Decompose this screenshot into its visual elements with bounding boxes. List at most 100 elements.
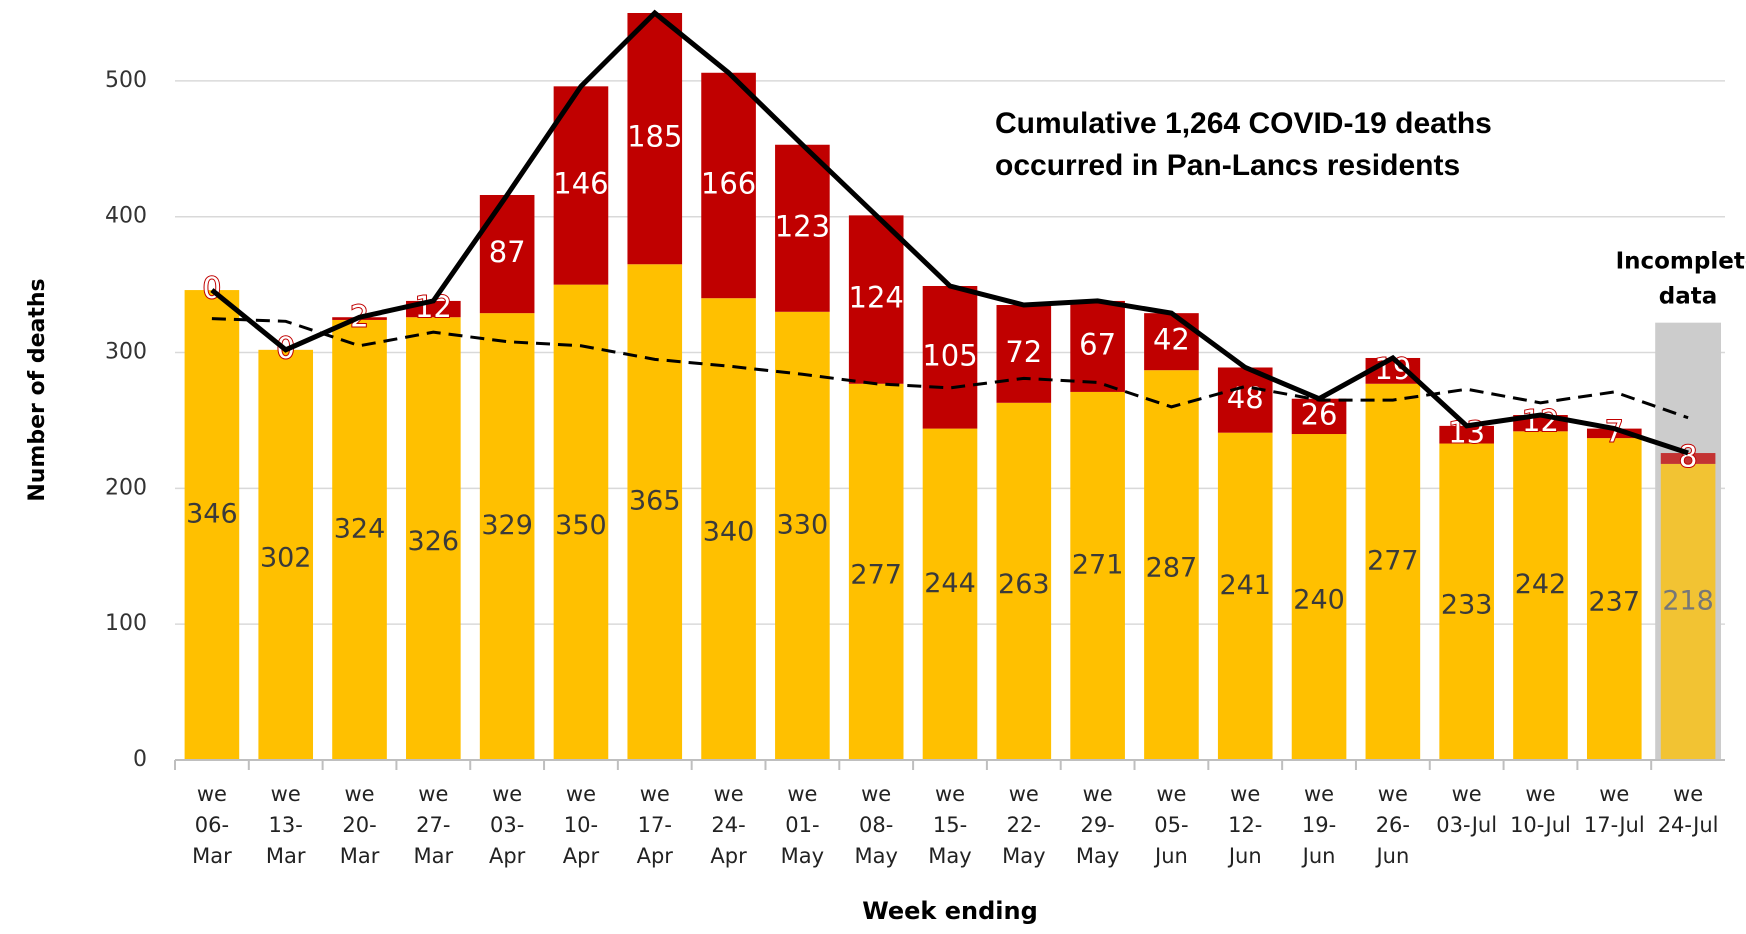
incomplete-note: data bbox=[1659, 284, 1718, 310]
value-label: 185 bbox=[627, 120, 682, 154]
x-tick-line: we bbox=[1378, 782, 1408, 806]
x-tick-line: 24-Jul bbox=[1658, 813, 1719, 837]
x-tick-line: 10-Jul bbox=[1510, 813, 1571, 837]
bar bbox=[627, 264, 683, 760]
value-label: 124 bbox=[849, 281, 904, 315]
bar bbox=[922, 285, 978, 429]
x-tick-label: we 19- Jun bbox=[1301, 782, 1337, 868]
annotation: Cumulative 1,264 COVID-19 deaths bbox=[995, 107, 1492, 140]
x-tick-line: 03-Jul bbox=[1436, 813, 1497, 837]
x-tick-line: we bbox=[714, 782, 744, 806]
x-tick-line: 17-Jul bbox=[1584, 813, 1645, 837]
x-tick-line: May bbox=[854, 844, 897, 868]
value-label: 365 bbox=[629, 486, 681, 517]
bar bbox=[1291, 398, 1347, 435]
x-tick-label: we 17- Apr bbox=[637, 782, 674, 868]
x-tick-label: we 05- Jun bbox=[1153, 782, 1189, 868]
x-tick-line: we bbox=[1452, 782, 1482, 806]
x-tick-line: we bbox=[787, 782, 817, 806]
x-tick-line: 22- bbox=[1007, 813, 1041, 837]
x-tick-line: 24- bbox=[711, 813, 745, 837]
x-tick-label: we 08- May bbox=[854, 782, 897, 868]
value-label: 277 bbox=[850, 559, 902, 590]
x-tick-line: 19- bbox=[1302, 813, 1336, 837]
y-tick-label: 200 bbox=[105, 475, 147, 500]
x-tick-line: 20- bbox=[342, 813, 376, 837]
bar bbox=[1586, 438, 1642, 760]
incomplete-note: Incomplete bbox=[1616, 249, 1746, 275]
bar bbox=[701, 298, 756, 760]
bar bbox=[775, 311, 830, 760]
bar bbox=[1217, 432, 1273, 760]
value-label: 166 bbox=[701, 166, 756, 200]
x-tick-line: May bbox=[928, 844, 971, 868]
x-tick-line: we bbox=[344, 782, 374, 806]
y-tick-label: 400 bbox=[105, 204, 147, 229]
bar bbox=[627, 13, 683, 265]
x-tick-line: we bbox=[935, 782, 965, 806]
value-label: 237 bbox=[1589, 587, 1641, 618]
x-tick-label: we 24-Jul bbox=[1658, 782, 1719, 837]
value-label: 350 bbox=[555, 510, 607, 541]
x-tick-line: Jun bbox=[1374, 844, 1409, 868]
bar bbox=[848, 383, 904, 760]
bar bbox=[184, 290, 240, 760]
x-tick-label: we 03-Jul bbox=[1436, 782, 1497, 837]
bar bbox=[1660, 453, 1716, 464]
x-tick-line: 27- bbox=[416, 813, 450, 837]
value-label: 330 bbox=[777, 509, 829, 540]
x-tick-label: we 03- Apr bbox=[489, 782, 526, 868]
bar bbox=[848, 215, 904, 384]
value-label: 241 bbox=[1219, 570, 1271, 601]
value-label: 271 bbox=[1072, 549, 1124, 580]
bar bbox=[996, 305, 1052, 403]
x-tick-line: Mar bbox=[414, 844, 454, 868]
y-tick-label: 300 bbox=[105, 340, 147, 365]
x-tick-line: we bbox=[492, 782, 522, 806]
value-label: 72 bbox=[1005, 335, 1042, 369]
bar bbox=[332, 319, 387, 760]
x-tick-line: 17- bbox=[638, 813, 672, 837]
x-tick-line: Apr bbox=[563, 844, 600, 868]
value-label: 67 bbox=[1079, 327, 1116, 361]
bar bbox=[1586, 428, 1642, 439]
x-tick-line: we bbox=[1156, 782, 1186, 806]
value-label: 87 bbox=[489, 235, 526, 269]
value-label: 302 bbox=[260, 542, 312, 573]
expected-line bbox=[211, 317, 1689, 420]
value-label: 13 bbox=[1448, 416, 1485, 450]
x-tick-label: we 01- May bbox=[781, 782, 824, 868]
x-tick-line: we bbox=[640, 782, 670, 806]
x-tick-label: we 29- May bbox=[1076, 782, 1119, 868]
value-label: 48 bbox=[1227, 381, 1264, 415]
bar bbox=[1439, 443, 1494, 760]
bar bbox=[1217, 367, 1273, 433]
bar bbox=[479, 194, 535, 314]
x-tick-line: we bbox=[271, 782, 301, 806]
bar bbox=[775, 144, 830, 312]
bar bbox=[996, 402, 1052, 760]
value-label: 218 bbox=[1662, 585, 1714, 616]
x-tick-line: 13- bbox=[269, 813, 303, 837]
x-tick-line: we bbox=[1230, 782, 1260, 806]
x-tick-line: Apr bbox=[710, 844, 747, 868]
value-label: 233 bbox=[1441, 589, 1493, 620]
x-tick-line: 26- bbox=[1376, 813, 1410, 837]
value-label: 7 bbox=[1605, 414, 1623, 448]
bar bbox=[258, 349, 314, 760]
x-tick-line: we bbox=[197, 782, 227, 806]
value-label: 340 bbox=[703, 517, 755, 548]
x-tick-line: 08- bbox=[859, 813, 893, 837]
x-tick-line: we bbox=[1673, 782, 1703, 806]
value-label: 12 bbox=[415, 290, 452, 324]
x-tick-line: May bbox=[1002, 844, 1045, 868]
x-tick-line: 05- bbox=[1154, 813, 1188, 837]
y-tick-label: 100 bbox=[105, 611, 147, 636]
bar bbox=[922, 428, 978, 760]
x-tick-label: we 12- Jun bbox=[1227, 782, 1263, 868]
y-tick-label: 0 bbox=[133, 747, 147, 772]
bar bbox=[1070, 300, 1125, 392]
x-tick-label: we 10-Jul bbox=[1510, 782, 1571, 837]
value-label: 8 bbox=[1679, 439, 1697, 473]
value-label: 12 bbox=[1522, 404, 1559, 438]
